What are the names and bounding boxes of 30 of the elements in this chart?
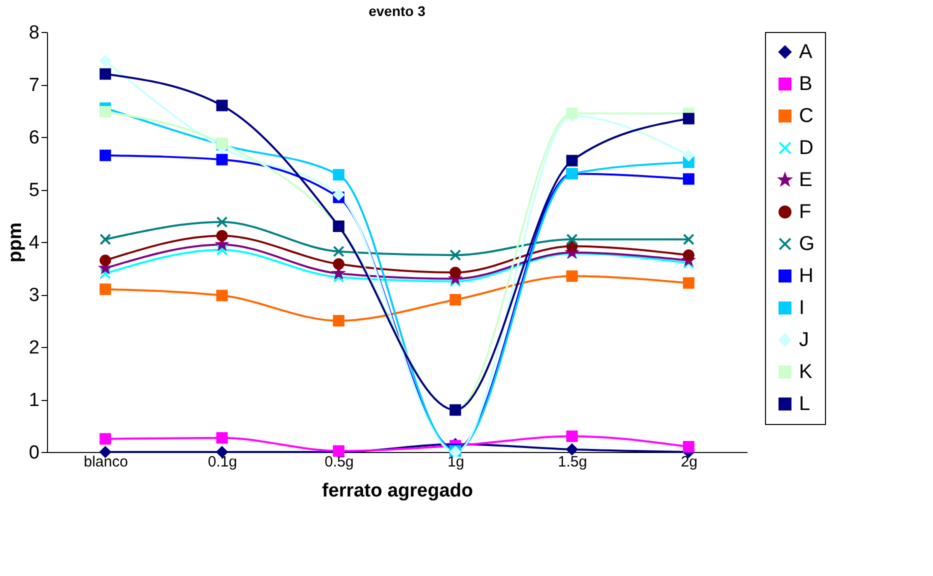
- y-tick-label: 2: [28, 338, 40, 358]
- x-tick-label: 1.5g: [558, 454, 588, 470]
- x-tick-label: blanco: [84, 454, 128, 470]
- y-tick-label: 0: [28, 442, 40, 464]
- y-tick-label: 1: [28, 390, 40, 411]
- legend-label: G: [799, 233, 815, 255]
- legend-label: I: [799, 297, 805, 319]
- y-tick-label: 3: [28, 285, 40, 306]
- legend-label: D: [799, 137, 814, 159]
- legend-label: A: [799, 41, 813, 63]
- legend-label: H: [799, 265, 814, 287]
- y-tick-label: 4: [28, 232, 40, 254]
- y-axis-title: ppm: [4, 222, 26, 263]
- y-tick-label: 7: [28, 75, 40, 96]
- legend-label: B: [799, 73, 812, 95]
- legend-label: F: [799, 201, 812, 223]
- x-tick-label: 1g: [447, 454, 464, 470]
- legend-label: C: [799, 105, 814, 127]
- legend-label: L: [799, 393, 810, 415]
- legend-label: E: [799, 169, 812, 191]
- chart-title: evento 3: [368, 3, 426, 19]
- y-tick-label: 8: [28, 22, 40, 44]
- y-tick-label: 5: [28, 180, 40, 201]
- x-tick-label: 0.1g: [208, 454, 238, 470]
- legend-label: J: [799, 329, 809, 351]
- x-axis-title: ferrato agregado: [322, 480, 473, 502]
- legend-label: K: [799, 361, 813, 383]
- x-tick-label: 0.5g: [324, 454, 354, 470]
- x-tick-label: 2g: [680, 454, 698, 470]
- y-tick-label: 6: [28, 128, 40, 148]
